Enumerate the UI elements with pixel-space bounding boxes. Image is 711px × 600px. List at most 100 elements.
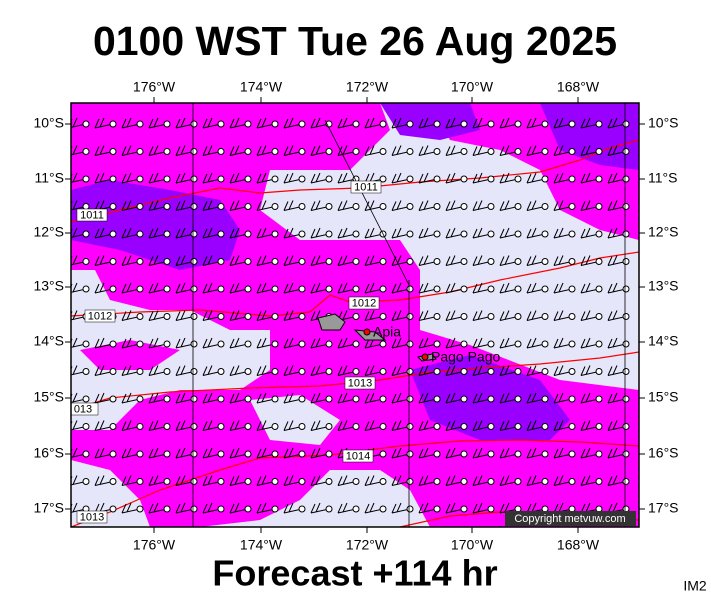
barb-flag xyxy=(418,393,424,404)
barb-flag xyxy=(553,476,559,486)
barb-flag xyxy=(342,502,348,513)
barb-station xyxy=(298,175,306,183)
wind-barb xyxy=(391,227,414,239)
wind-barb xyxy=(445,447,468,459)
barb-station xyxy=(325,175,333,183)
barb-flag xyxy=(445,338,451,349)
barb-flag xyxy=(450,310,456,320)
wind-barb xyxy=(71,227,90,238)
barb-flag xyxy=(418,448,424,459)
wind-barb xyxy=(526,475,549,486)
barb-flag xyxy=(234,420,240,430)
wind-barb xyxy=(256,310,279,321)
barb-flag xyxy=(531,502,537,513)
wind-barb xyxy=(94,227,117,239)
barb-station xyxy=(379,148,387,155)
barb-flag xyxy=(342,200,348,210)
wind-barb xyxy=(553,255,576,266)
wind-barb xyxy=(607,255,630,266)
barb-flag xyxy=(121,146,127,156)
wind-barb xyxy=(256,145,279,156)
barb-station xyxy=(514,120,522,128)
barb-station xyxy=(325,505,333,513)
barb-flag xyxy=(126,117,132,128)
barb-flag xyxy=(580,173,586,184)
barb-flag xyxy=(148,366,154,376)
barb-flag xyxy=(99,255,105,265)
barb-flag xyxy=(175,366,181,376)
wind-barb xyxy=(445,282,468,294)
wind-barb xyxy=(445,200,468,211)
barb-flag xyxy=(612,117,618,128)
barb-flag xyxy=(342,310,348,320)
isobar-label-box xyxy=(71,402,99,416)
barb-station xyxy=(217,203,225,210)
barb-flag xyxy=(418,201,424,211)
barb-flag xyxy=(531,392,537,403)
barb-station xyxy=(82,395,90,403)
barb-flag xyxy=(450,420,456,430)
wind-barb xyxy=(229,282,252,294)
barb-flag xyxy=(202,173,208,184)
barb-flag xyxy=(337,448,343,459)
barb-station xyxy=(298,120,306,128)
wind-barb xyxy=(499,420,522,431)
barb-flag xyxy=(337,393,343,404)
barb-flag xyxy=(72,227,78,238)
barb-station xyxy=(190,120,198,128)
barb-station xyxy=(379,285,387,293)
wind-barb xyxy=(71,420,90,431)
wind-barb xyxy=(418,117,441,129)
barb-flag xyxy=(72,200,78,210)
wind-barb xyxy=(364,145,387,156)
barb-flag xyxy=(396,502,402,513)
barb-flag xyxy=(612,392,618,403)
barb-flag xyxy=(99,475,105,485)
lon-label: 172°W xyxy=(346,537,389,553)
wind-barb xyxy=(94,282,117,294)
wind-barb xyxy=(580,227,603,239)
wind-barb xyxy=(607,200,630,211)
barb-flag xyxy=(526,338,532,349)
barb-station xyxy=(109,450,117,458)
wind-barb xyxy=(121,282,144,294)
barb-flag xyxy=(229,366,235,376)
wind-barb xyxy=(229,365,252,376)
lon-label: 172°W xyxy=(346,79,389,95)
barb-flag xyxy=(553,311,559,321)
barb-flag xyxy=(180,475,186,485)
place-marker xyxy=(421,353,429,361)
barb-flag xyxy=(553,256,559,266)
barb-flag xyxy=(450,117,456,128)
wind-barb xyxy=(283,282,306,294)
barb-station xyxy=(622,395,630,403)
barb-flag xyxy=(472,366,478,376)
barb-station xyxy=(271,313,279,320)
wind-barb xyxy=(472,365,495,376)
wind-barb xyxy=(283,392,306,404)
barb-station xyxy=(595,258,603,265)
wind-barb xyxy=(256,475,279,486)
barb-flag xyxy=(531,475,537,485)
barb-flag xyxy=(180,502,186,513)
wind-barb xyxy=(229,145,252,156)
barb-flag xyxy=(472,311,478,321)
barb-flag xyxy=(229,201,235,211)
wind-barb xyxy=(256,227,279,239)
barb-flag xyxy=(504,117,510,128)
barb-flag xyxy=(175,228,181,239)
barb-flag xyxy=(450,502,456,513)
isobar-label-box xyxy=(76,208,108,222)
barb-station xyxy=(190,368,198,375)
barb-flag xyxy=(472,503,478,514)
barb-flag xyxy=(337,366,343,376)
barb-flag xyxy=(175,201,181,211)
wind-barb xyxy=(580,145,603,156)
barb-flag xyxy=(445,448,451,459)
barb-flag xyxy=(180,282,186,293)
wind-barb xyxy=(148,310,171,321)
barb-flag xyxy=(126,447,132,458)
barb-station xyxy=(595,313,603,320)
barb-flag xyxy=(607,393,613,404)
barb-station xyxy=(298,230,306,238)
